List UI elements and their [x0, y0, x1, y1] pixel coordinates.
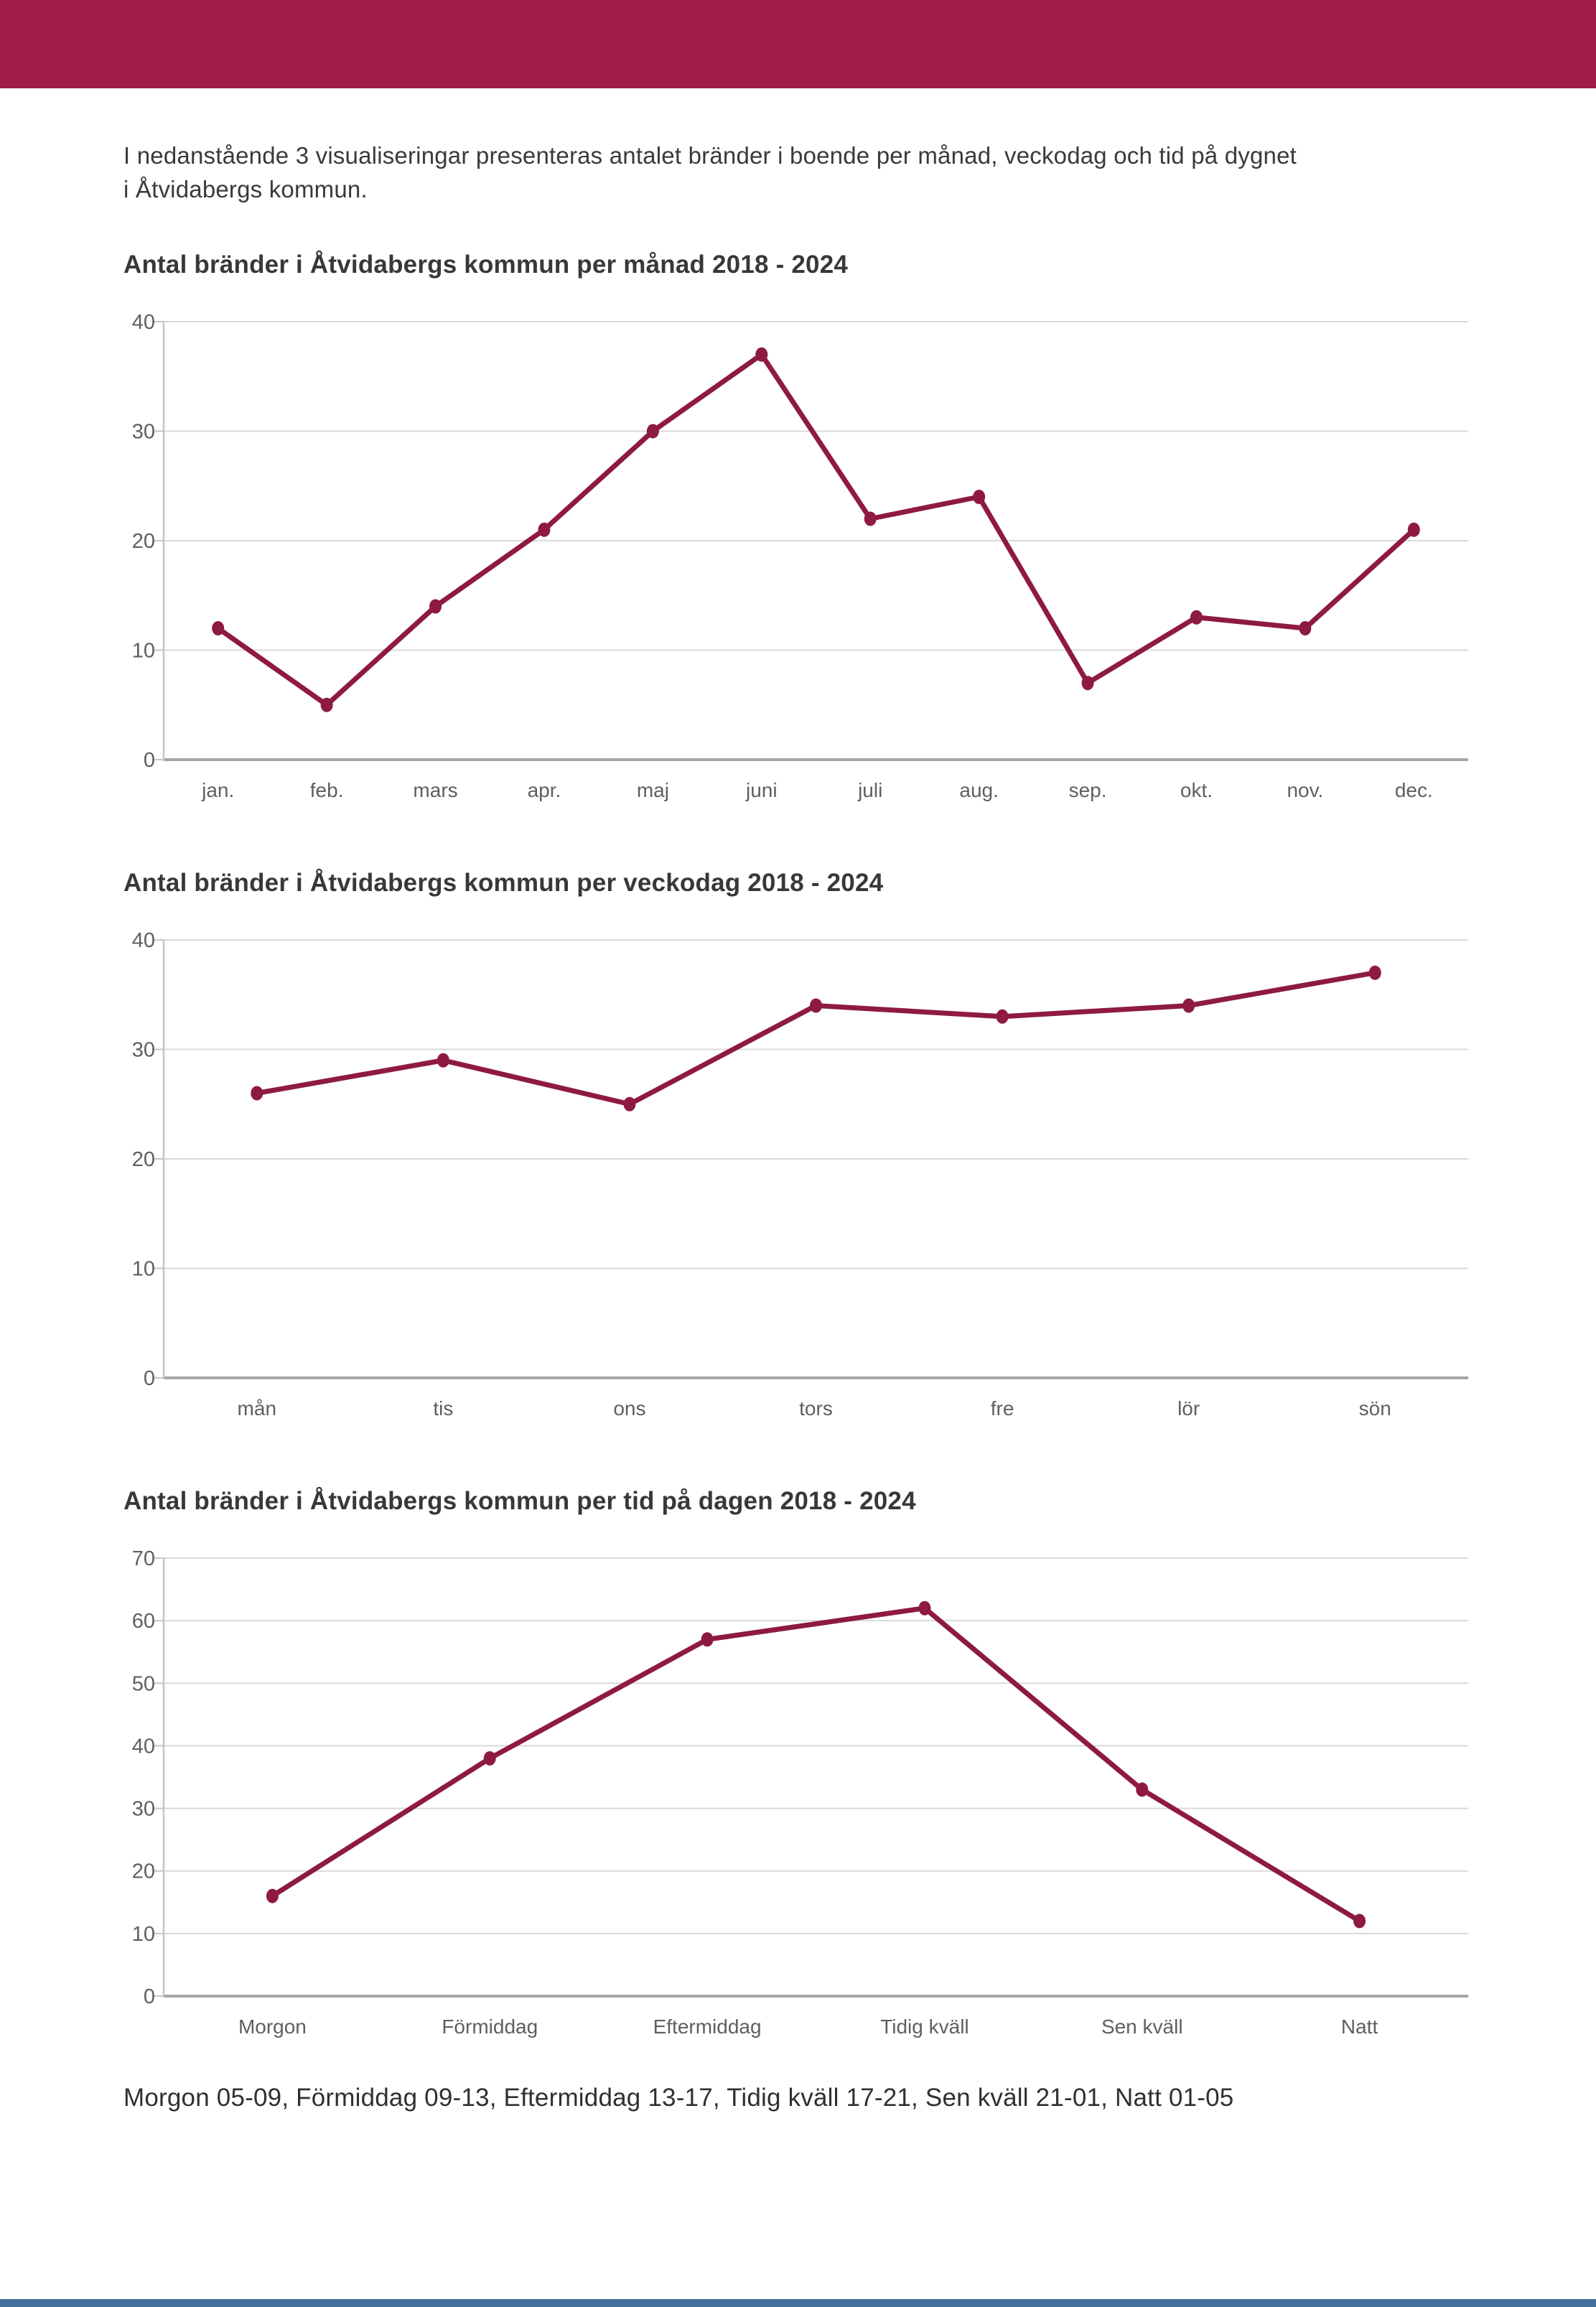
data-point [864, 511, 877, 526]
data-point [1190, 610, 1203, 625]
data-point [538, 522, 551, 537]
gridlines: 0 10 20 30 40 [132, 311, 1468, 772]
x-axis-tick-label: dec. [1395, 779, 1433, 801]
x-axis-tick-label: lör [1177, 1397, 1200, 1420]
data-point [266, 1888, 279, 1903]
time-range-footnote: Morgon 05-09, Förmiddag 09-13, Eftermidd… [123, 2084, 1234, 2112]
x-axis-tick-label: Tidig kväll [880, 2015, 969, 2038]
x-axis-tick-label: sön [1359, 1397, 1391, 1420]
x-axis-labels: mån tis ons tors fre lör sön [238, 1397, 1391, 1420]
data-points [251, 965, 1381, 1111]
data-point [251, 1086, 263, 1101]
line-chart-timeofday: 0 10 20 30 40 50 60 70 Morgon Förmiddag Eftermidda… [132, 1547, 1468, 2038]
x-axis-tick-label: Morgon [238, 2015, 307, 2038]
line-chart-monthly: 0 10 20 30 40 jan. feb. mars apr. maj juni juli aug.… [132, 311, 1468, 801]
x-axis-tick-label: juli [857, 779, 882, 801]
data-point [918, 1600, 931, 1616]
series-line [269, 1605, 1363, 1924]
x-axis-tick-label: apr. [528, 779, 561, 801]
x-axis-tick-label: Eftermiddag [653, 2015, 762, 2038]
intro-line-2: i Åtvidabergs kommun. [123, 176, 368, 202]
data-point [320, 697, 333, 712]
data-point [810, 998, 822, 1013]
x-axis-tick-label: tis [433, 1397, 453, 1420]
y-axis-tick-label: 20 [132, 1148, 155, 1171]
chart-title-timeofday: Antal bränder i Åtvidabergs kommun per t… [123, 1487, 916, 1515]
data-point [1368, 965, 1381, 980]
y-axis-tick-label: 20 [132, 530, 155, 553]
x-axis-tick-label: fre [991, 1397, 1014, 1420]
x-axis-tick-label: juni [745, 779, 778, 801]
data-point [755, 347, 768, 362]
x-axis-tick-label: feb. [310, 779, 344, 801]
chart-section-timeofday: Antal bränder i Åtvidabergs kommun per t… [122, 1486, 1567, 2061]
report-body: I nedanstående 3 visualiseringar present… [0, 139, 1596, 2114]
x-axis-tick-label: jan. [201, 779, 234, 801]
series-line [254, 970, 1378, 1107]
x-axis-tick-label: ons [613, 1397, 645, 1420]
data-point [1136, 1782, 1149, 1797]
data-point [646, 424, 659, 439]
y-axis-tick-label: 70 [132, 1547, 155, 1570]
data-point [1407, 522, 1420, 537]
y-axis-tick-label: 10 [132, 640, 155, 663]
x-axis-tick-label: tors [799, 1397, 833, 1420]
x-axis-tick-label: sep. [1069, 779, 1107, 801]
data-point [1081, 676, 1094, 691]
x-axis-tick-label: aug. [959, 779, 999, 801]
data-point [212, 621, 225, 635]
y-axis-tick-label: 40 [132, 929, 155, 952]
data-points [212, 347, 1420, 712]
x-axis-tick-label: nov. [1287, 779, 1323, 801]
data-point [483, 1751, 496, 1766]
chart-title-weekday: Antal bränder i Åtvidabergs kommun per v… [123, 869, 884, 897]
y-axis-tick-label: 10 [132, 1258, 155, 1281]
y-axis-tick-label: 0 [144, 1985, 155, 2008]
y-axis-tick-label: 10 [132, 1923, 155, 1946]
y-axis-tick-label: 40 [132, 1735, 155, 1758]
y-axis-tick-label: 0 [144, 1367, 155, 1390]
data-point [429, 599, 442, 614]
x-axis-tick-label: Natt [1341, 2015, 1378, 2038]
data-point [1353, 1914, 1366, 1929]
line-chart-weekday: 0 10 20 30 40 mån tis ons tors fre lör sön [132, 929, 1468, 1420]
data-point [1299, 621, 1312, 635]
x-axis-tick-label: okt. [1180, 779, 1213, 801]
gridlines: 0 10 20 30 40 [132, 929, 1468, 1390]
data-point [437, 1053, 449, 1068]
y-axis-tick-label: 0 [144, 749, 155, 772]
intro-paragraph: I nedanstående 3 visualiseringar present… [123, 139, 1567, 206]
series-line [215, 352, 1417, 708]
x-axis-labels: jan. feb. mars apr. maj juni juli aug. sep. okt. n… [201, 779, 1433, 801]
data-point [996, 1009, 1009, 1024]
y-axis-tick-label: 20 [132, 1860, 155, 1883]
y-axis-tick-label: 40 [132, 311, 155, 334]
data-point [701, 1632, 714, 1647]
x-axis-tick-label: maj [637, 779, 669, 801]
x-axis-tick-label: Förmiddag [442, 2015, 538, 2038]
intro-line-1: I nedanstående 3 visualiseringar present… [123, 142, 1297, 169]
y-axis-tick-label: 30 [132, 1039, 155, 1062]
x-axis-tick-label: mars [413, 779, 457, 801]
gridlines: 0 10 20 30 40 50 60 70 [132, 1547, 1468, 2008]
footer-bar [0, 2299, 1596, 2307]
data-point [1182, 998, 1195, 1013]
y-axis-tick-label: 60 [132, 1610, 155, 1633]
x-axis-tick-label: mån [238, 1397, 276, 1420]
data-points [266, 1600, 1366, 1929]
chart-section-weekday: Antal bränder i Åtvidabergs kommun per v… [122, 867, 1567, 1443]
chart-title-monthly: Antal bränder i Åtvidabergs kommun per m… [123, 251, 849, 279]
header-bar [0, 0, 1596, 88]
chart-section-monthly: Antal bränder i Åtvidabergs kommun per m… [122, 249, 1567, 824]
x-axis-labels: Morgon Förmiddag Eftermiddag Tidig kväll Sen… [238, 2015, 1378, 2038]
data-point [973, 490, 986, 504]
y-axis-tick-label: 30 [132, 1798, 155, 1821]
data-point [623, 1096, 636, 1111]
y-axis-tick-label: 50 [132, 1672, 155, 1695]
y-axis-tick-label: 30 [132, 421, 155, 444]
x-axis-tick-label: Sen kväll [1101, 2015, 1183, 2038]
